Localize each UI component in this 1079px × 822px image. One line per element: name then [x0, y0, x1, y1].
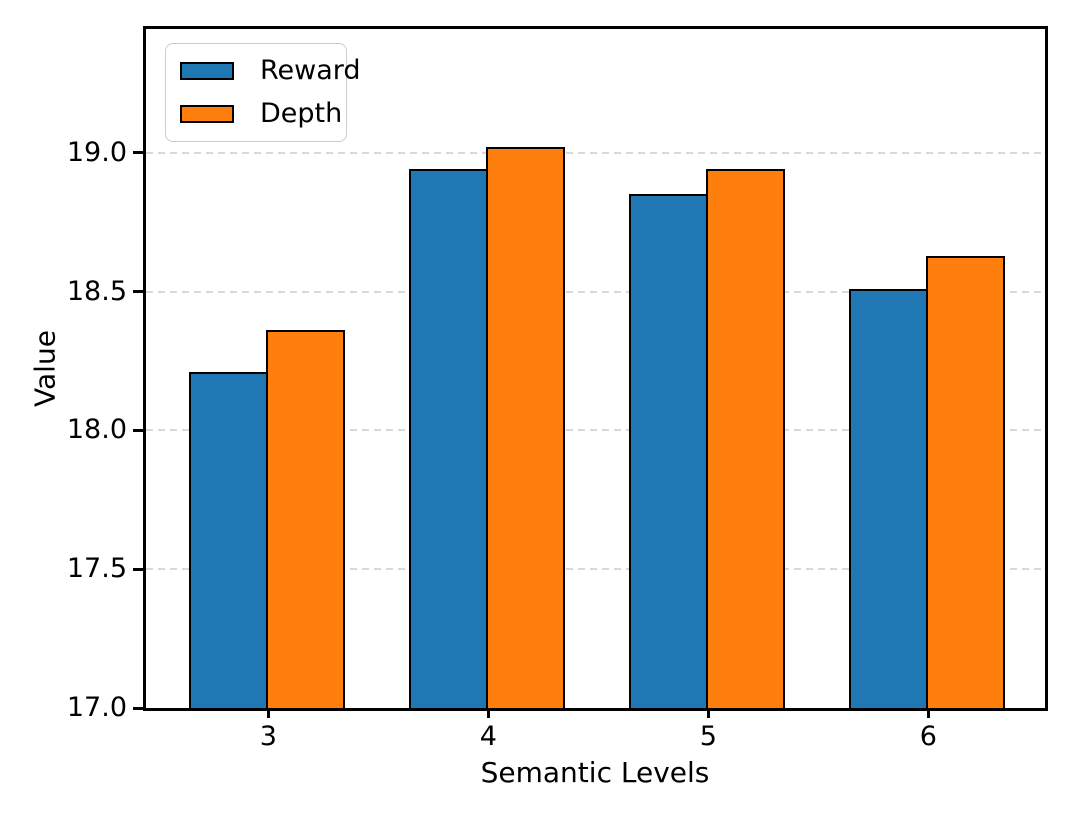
y-tick-label: 18.0 — [66, 414, 127, 446]
y-tick-mark — [133, 706, 143, 710]
x-tick-mark — [266, 708, 270, 718]
y-tick-mark — [133, 567, 143, 571]
x-tick-label: 3 — [259, 721, 277, 752]
x-tick-mark — [706, 708, 710, 718]
gridline-17.5 — [146, 568, 1045, 571]
legend-label-reward: Reward — [260, 55, 361, 86]
legend-label-depth: Depth — [260, 98, 343, 129]
y-tick-label: 18.5 — [66, 275, 127, 307]
bar-depth-5 — [705, 169, 785, 708]
x-axis-title: Semantic Levels — [480, 756, 710, 789]
legend-swatch-reward — [180, 62, 234, 80]
bar-reward-6 — [849, 288, 929, 708]
y-tick-label: 17.0 — [66, 692, 127, 723]
y-tick-mark — [133, 428, 143, 432]
bar-reward-4 — [409, 169, 489, 708]
y-tick-mark — [133, 151, 143, 155]
legend: Reward Depth — [165, 43, 361, 142]
bar-depth-6 — [925, 255, 1005, 708]
gridline-18.0 — [146, 429, 1045, 432]
legend-swatch-depth — [180, 105, 234, 123]
x-tick-label: 4 — [479, 721, 497, 752]
legend-row-depth: Depth — [180, 99, 342, 129]
gridline-19.0 — [146, 151, 1045, 154]
x-tick-label: 5 — [699, 721, 717, 752]
gridline-18.5 — [146, 290, 1045, 293]
bar-reward-3 — [189, 372, 269, 708]
y-tick-label: 17.5 — [66, 553, 127, 585]
y-tick-label: 19.0 — [66, 136, 127, 168]
bar-reward-5 — [629, 194, 709, 708]
legend-row-reward: Reward — [180, 56, 361, 86]
x-tick-label: 6 — [919, 721, 937, 752]
y-tick-mark — [133, 290, 143, 294]
bar-depth-4 — [485, 147, 565, 708]
bar-depth-3 — [265, 330, 345, 708]
x-tick-mark — [926, 708, 930, 718]
x-tick-mark — [486, 708, 490, 718]
plot-area: Reward Depth — [143, 26, 1048, 711]
